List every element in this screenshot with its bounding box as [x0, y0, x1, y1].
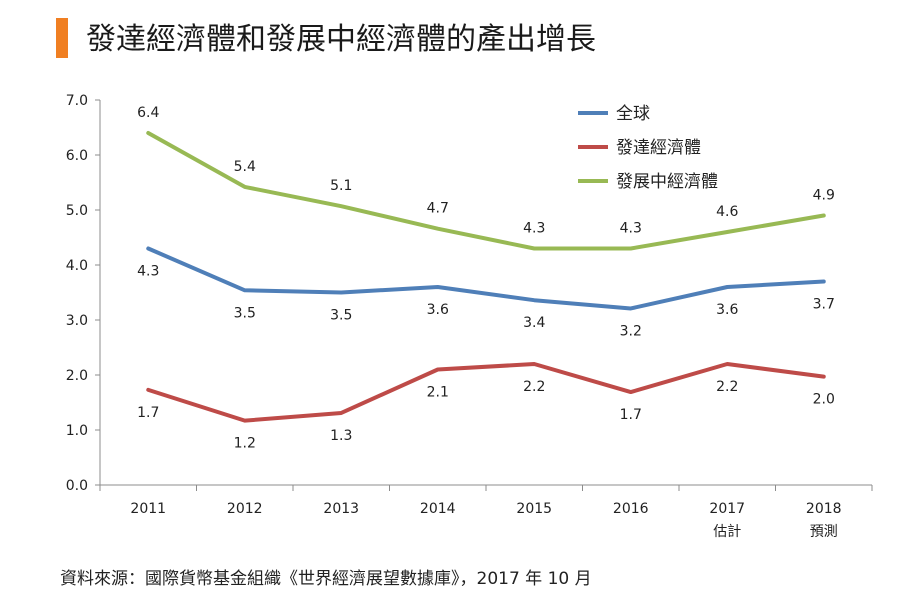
- series-line-發展中經濟體: [146, 131, 826, 251]
- data-label: 3.5: [234, 305, 256, 321]
- data-label: 3.7: [813, 297, 835, 313]
- x-tick-label: 2018: [806, 501, 842, 517]
- data-label: 4.3: [137, 264, 159, 280]
- legend-label: 全球: [616, 104, 650, 124]
- x-tick-label: 2014: [420, 501, 456, 517]
- x-tick-label: 2015: [516, 501, 552, 517]
- data-label: 5.4: [234, 159, 256, 175]
- data-label: 1.3: [330, 428, 352, 444]
- page-title: 發達經濟體和發展中經濟體的產出增長: [86, 22, 596, 57]
- data-label: 1.7: [137, 405, 159, 421]
- data-label: 2.1: [427, 385, 449, 401]
- data-label: 3.4: [523, 315, 545, 331]
- x-tick-sublabel: 估計: [713, 524, 741, 540]
- data-label: 4.6: [716, 204, 738, 220]
- data-label: 3.6: [427, 302, 449, 318]
- source-note: 資料來源：國際貨幣基金組織《世界經濟展望數據庫》，2017 年 10 月: [60, 569, 592, 589]
- x-tick-sublabel: 預測: [810, 524, 838, 540]
- y-tick-label: 7.0: [66, 93, 88, 109]
- y-tick-label: 2.0: [66, 368, 88, 384]
- y-tick-label: 1.0: [66, 423, 88, 439]
- data-label: 1.2: [234, 436, 256, 452]
- y-tick-label: 4.0: [66, 258, 88, 274]
- legend-label: 發達經濟體: [616, 138, 701, 158]
- x-tick-label: 2013: [323, 501, 359, 517]
- series-line-發達經濟體: [146, 362, 826, 423]
- data-label: 3.5: [330, 308, 352, 324]
- data-label: 4.9: [813, 188, 835, 204]
- y-tick-label: 6.0: [66, 148, 88, 164]
- data-label: 4.7: [427, 201, 449, 217]
- title-accent-bar: [56, 18, 68, 58]
- y-tick-label: 5.0: [66, 203, 88, 219]
- x-tick-label: 2016: [613, 501, 649, 517]
- data-label: 2.0: [813, 392, 835, 408]
- data-label: 5.1: [330, 178, 352, 194]
- data-label: 4.3: [523, 221, 545, 237]
- data-label: 6.4: [137, 105, 159, 121]
- series-line-全球: [146, 246, 826, 311]
- legend-label: 發展中經濟體: [616, 172, 718, 192]
- data-label: 3.6: [716, 302, 738, 318]
- data-label: 4.3: [620, 221, 642, 237]
- data-label: 2.2: [523, 379, 545, 395]
- x-tick-label: 2012: [227, 501, 263, 517]
- data-label: 1.7: [620, 407, 642, 423]
- x-tick-label: 2011: [130, 501, 166, 517]
- y-tick-label: 0.0: [66, 478, 88, 494]
- y-tick-label: 3.0: [66, 313, 88, 329]
- data-label: 3.2: [620, 323, 642, 339]
- data-label: 2.2: [716, 379, 738, 395]
- x-tick-label: 2017: [709, 501, 745, 517]
